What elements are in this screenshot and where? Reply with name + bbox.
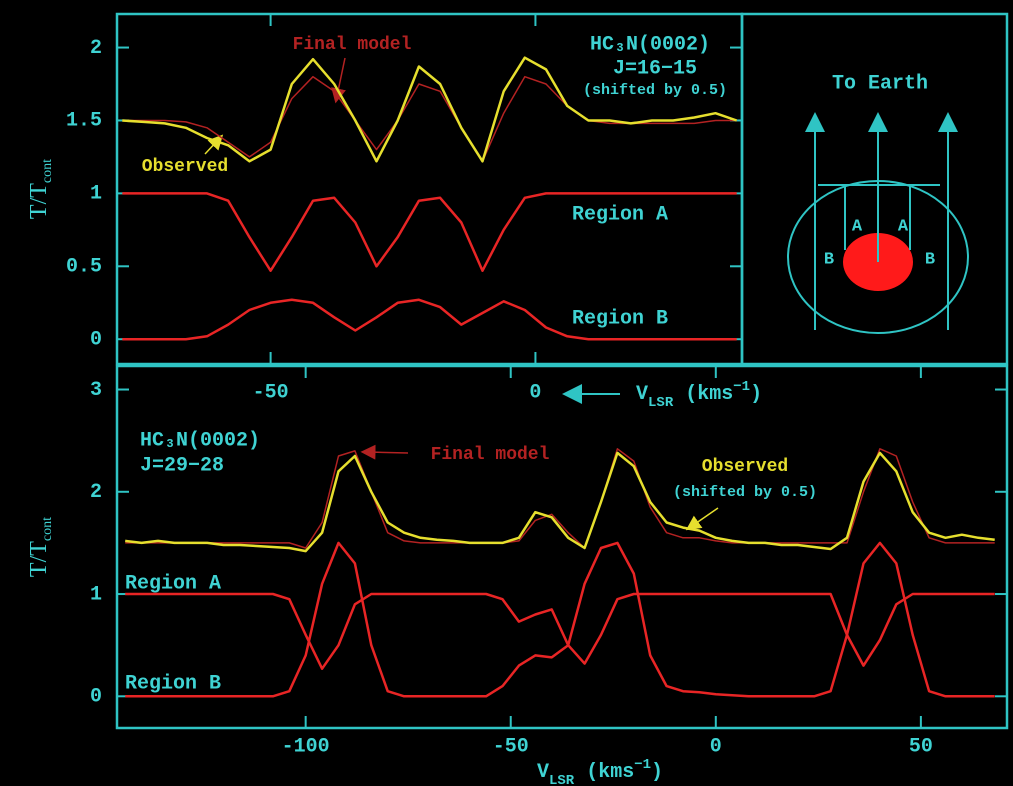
label-part: T/T	[26, 541, 52, 577]
region-label: B	[824, 250, 834, 269]
series-label: Region A	[572, 203, 668, 226]
y-tick-label: 1.5	[66, 110, 102, 133]
y-tick-label: 0	[90, 686, 102, 709]
diagram-title: To Earth	[832, 72, 928, 95]
x-tick-label: -50	[253, 381, 289, 404]
y-tick-label: 1	[90, 583, 102, 606]
x-tick-label: 0	[529, 381, 541, 404]
label-part: V	[537, 761, 549, 784]
region-label: A	[898, 217, 909, 236]
y-tick-label: 1	[90, 183, 102, 206]
series-label: Region A	[125, 572, 221, 595]
label-part: LSR	[549, 773, 575, 786]
series-label: Region B	[572, 307, 668, 330]
y-tick-label: 0	[90, 328, 102, 351]
background	[0, 0, 1013, 786]
series-label: Observed	[702, 457, 788, 477]
x-tick-label: -50	[493, 735, 529, 758]
y-tick-label: 2	[90, 37, 102, 60]
annotation: (shifted by 0.5)	[583, 82, 727, 99]
annotation: J=29−28	[140, 454, 224, 477]
annotation: HC₃N(0002)	[140, 429, 260, 452]
label-part: )	[750, 383, 762, 406]
label-part: −1	[634, 757, 651, 773]
label-part: cont	[40, 517, 55, 541]
annotation: (shifted by 0.5)	[673, 484, 817, 501]
series-label: Final model	[293, 35, 412, 55]
y-tick-label: 0.5	[66, 256, 102, 279]
annotation-arrow	[368, 452, 408, 453]
region-label: A	[852, 217, 863, 236]
label-part: (kms	[673, 383, 733, 406]
x-tick-label: -100	[282, 735, 330, 758]
label-part: LSR	[648, 395, 674, 411]
label-part: cont	[40, 159, 55, 183]
series-label: Observed	[142, 157, 228, 177]
series-label: Final model	[431, 445, 550, 465]
region-label: B	[925, 250, 935, 269]
series-label: Region B	[125, 672, 221, 695]
label-part: −1	[733, 379, 750, 395]
annotation: J=16−15	[613, 57, 697, 80]
label-part: V	[636, 383, 648, 406]
label-part: )	[651, 761, 663, 784]
annotation: HC₃N(0002)	[590, 33, 710, 56]
figure: To Earth A A B B 0 0.5 1 1.5 2 -50 0 Observed Fi…	[0, 0, 1013, 786]
y-tick-label: 2	[90, 481, 102, 504]
x-tick-label: 0	[710, 735, 722, 758]
y-tick-label: 3	[90, 379, 102, 402]
x-tick-label: 50	[909, 735, 933, 758]
label-part: (kms	[574, 761, 634, 784]
label-part: T/T	[26, 183, 52, 219]
